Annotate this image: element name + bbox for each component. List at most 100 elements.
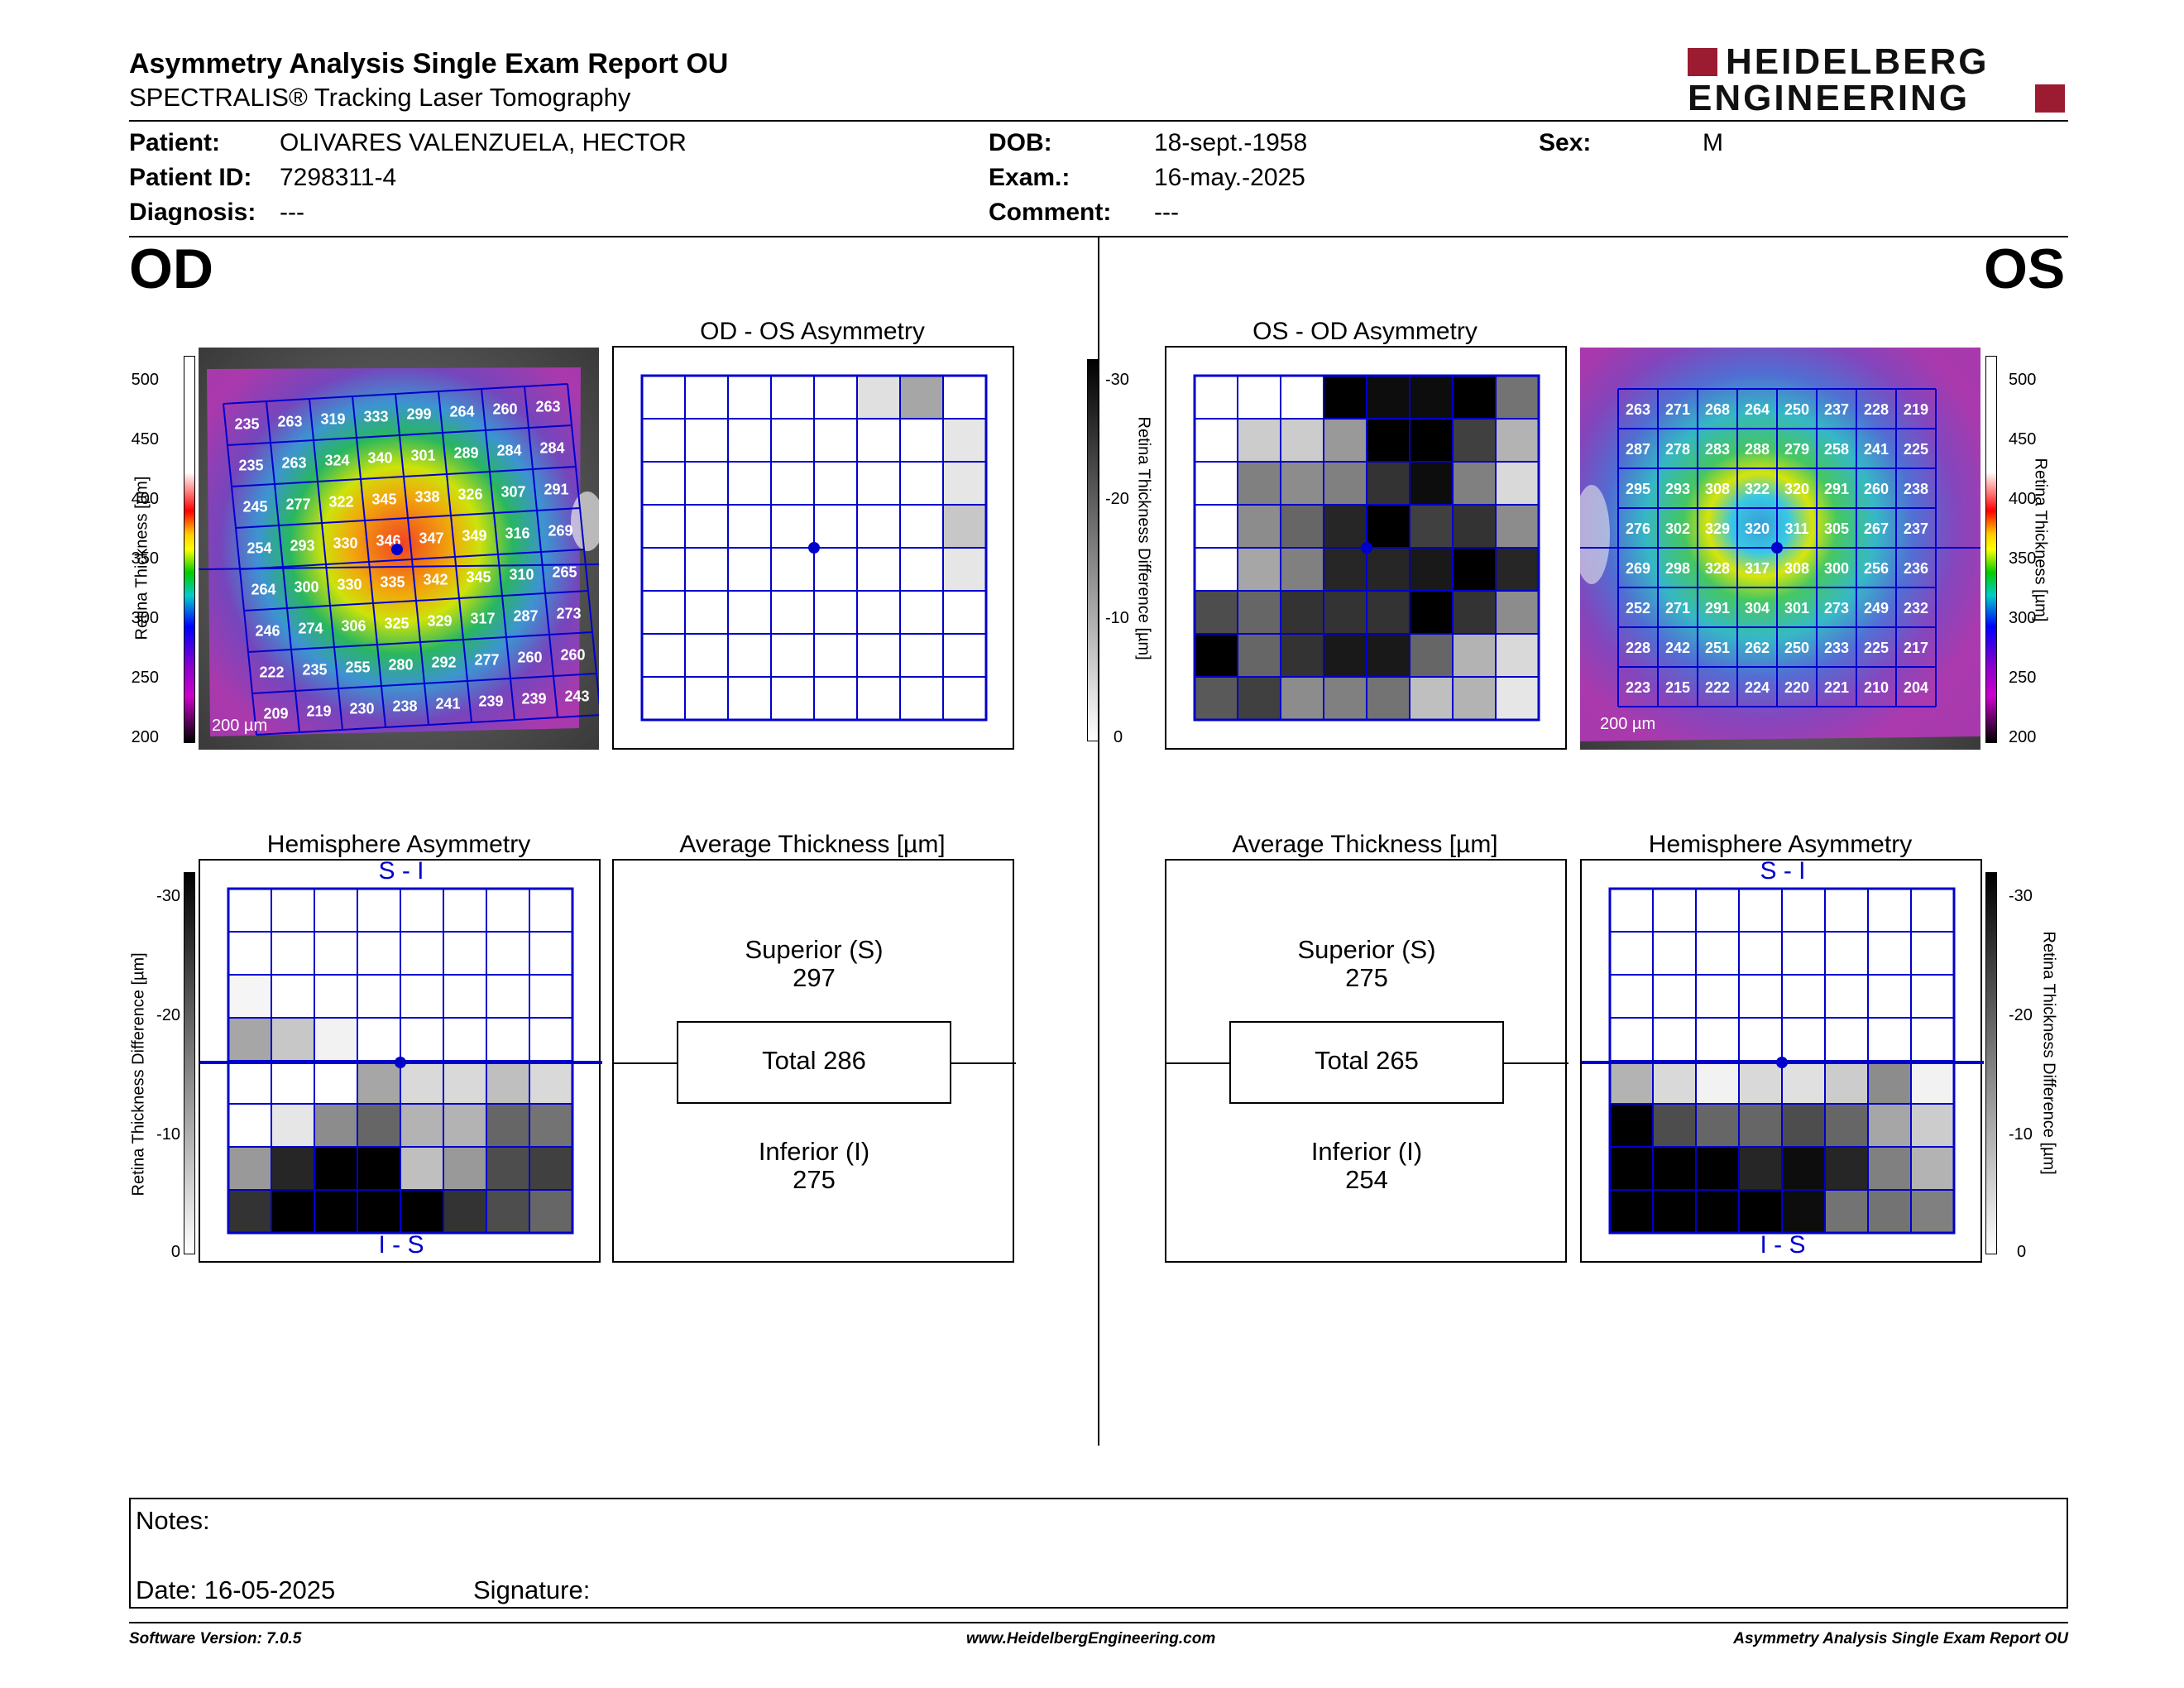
od-thickness-value: 245 [242,499,267,516]
od-hemisphere-cell [400,1189,444,1234]
od-asymmetry-cell [813,590,858,635]
od-asymmetry-cell [684,676,729,721]
os-thickness-value: 223 [1626,679,1650,696]
os-thickness-value: 219 [1904,401,1928,418]
od-asymmetry-cell [856,461,901,506]
od-asymmetry-cell [856,590,901,635]
od-superior-value: 297 [793,963,836,992]
diagnosis-value: --- [280,199,304,226]
od-hemisphere-cell [314,1103,358,1148]
os-thickness-value: 249 [1864,600,1889,616]
od-hemisphere-cell [400,974,444,1019]
od-asymmetry-cell [899,375,944,420]
os-asymmetry-cell [1194,633,1238,678]
od-hemisphere-cell [357,1146,401,1191]
os-hemisphere-cell [1738,931,1783,976]
od-thickness-value: 274 [298,621,323,637]
od-asymmetry-cell [856,676,901,721]
os-is-label: I - S [1760,1231,1806,1259]
report-subtitle: SPECTRALIS® Tracking Laser Tomography [129,83,631,112]
os-hemisphere-cell [1652,1189,1697,1234]
os-hemisphere-cell [1738,1017,1783,1062]
os-thickness-value: 238 [1904,481,1928,497]
od-hemisphere-cell [314,1017,358,1062]
od-asymmetry-cell [899,504,944,549]
od-asymmetry-cell [813,418,858,463]
od-hemisphere-cell [529,1060,573,1105]
os-thickness-value: 241 [1864,441,1889,458]
od-hemisphere-cell [400,931,444,976]
os-thickness-value: 252 [1626,600,1650,616]
od-hemisphere-cell [314,1060,358,1105]
os-thickness-value: 237 [1904,520,1928,537]
od-diff-tick-20: -20 [156,1006,180,1024]
od-asymmetry-cell [942,461,987,506]
od-asymmetry-cell [813,504,858,549]
os-hemisphere-cell [1781,931,1826,976]
od-is-label: I - S [378,1231,424,1259]
os-fundus-image: 263 271 268 264 250 237 228 219 287 278 283 288 279 2… [1580,348,1980,750]
os-diff-scale-top: -30 -20 -10 0 [1084,348,1133,746]
od-thickness-value: 333 [363,409,388,425]
os-hemisphere-cell [1910,888,1955,933]
od-hemisphere-cell [357,931,401,976]
os-hemisphere-panel: S - I I - S [1580,857,1984,1263]
os-diff-tick-30b: -30 [2009,887,2033,905]
os-hemisphere-cell [1867,974,1912,1019]
od-hemisphere-cell [357,1103,401,1148]
od-thickness-value: 345 [466,569,491,586]
od-asymmetry-cell [727,547,772,592]
od-tick-500: 500 [131,371,159,389]
os-hemisphere-cell [1824,1060,1869,1105]
od-thickness-vline [266,400,300,733]
od-hemisphere-cell [443,1146,487,1191]
od-hemisphere-cell [443,1189,487,1234]
os-thickness-value: 224 [1745,679,1770,696]
os-thickness-value: 278 [1665,441,1690,458]
od-hemisphere-cell [443,1103,487,1148]
os-thickness-value: 222 [1705,679,1730,696]
od-thickness-vline [567,383,599,707]
os-asymmetry-cell [1280,461,1324,506]
patient-id-value: 7298311-4 [280,164,397,191]
od-asymmetry-cell [856,375,901,420]
od-thickness-grid: 235 263 319 333 299 264 260 263 235 263 324 340 301 2… [223,383,599,736]
patient-label: Patient: [129,129,221,156]
os-hemisphere-cell [1652,1103,1697,1148]
od-thickness-value: 293 [290,538,314,554]
footer-report-name: Asymmetry Analysis Single Exam Report OU [1733,1630,2068,1647]
od-thickness-vline [395,393,429,726]
os-hemisphere-cell [1824,974,1869,1019]
od-thickness-value: 292 [431,655,456,671]
od-hemisphere-cell [314,931,358,976]
os-asymmetry-cell [1280,590,1324,635]
od-thickness-value: 324 [324,453,349,469]
os-hemisphere-cell [1609,974,1654,1019]
os-asymmetry-cell [1366,547,1410,592]
od-asymmetry-svg [640,374,988,722]
os-hemisphere-cell [1867,1103,1912,1148]
os-thickness-value: 221 [1824,679,1849,696]
os-hemisphere-cell [1867,888,1912,933]
os-si-label: S - I [1760,857,1806,885]
od-asymmetry-cell [899,676,944,721]
os-thickness-value: 320 [1784,481,1809,497]
od-thickness-value: 239 [521,691,546,707]
od-si-label: S - I [378,857,424,885]
od-hemisphere-cell [529,974,573,1019]
os-thickness-value: 225 [1864,640,1889,656]
od-thickness-value: 263 [281,455,306,472]
od-hemisphere-cell [271,974,315,1019]
os-hemisphere-cell [1609,1146,1654,1191]
os-hemisphere-cell [1867,1060,1912,1105]
od-diff-scale: -30 -20 -10 0 [132,867,199,1263]
od-hemisphere-cell [400,1103,444,1148]
os-hemisphere-cell [1695,1103,1740,1148]
od-hemisphere-title: Hemisphere Asymmetry [266,831,531,858]
od-average-title: Average Thickness [µm] [679,831,946,858]
os-asymmetry-cell [1366,590,1410,635]
center-divider [1098,237,1099,1446]
footer-divider [129,1622,2068,1623]
os-thickness-value: 228 [1864,401,1889,418]
od-asymmetry-cell [684,590,729,635]
